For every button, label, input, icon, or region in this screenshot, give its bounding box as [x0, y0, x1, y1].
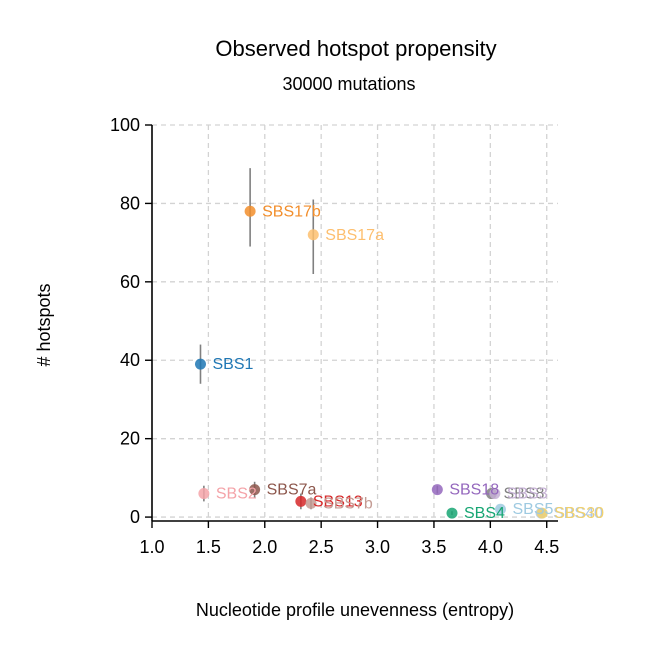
point-label: SBS13 — [313, 493, 363, 510]
y-tick-label: 60 — [120, 272, 140, 292]
y-tick-label: 20 — [120, 429, 140, 449]
x-tick-label: 3.0 — [365, 537, 390, 557]
point-label: SBS4 — [464, 505, 505, 522]
point-label: SBS1 — [212, 356, 253, 373]
y-tick-labels: 0 20 40 60 80 100 — [110, 115, 140, 527]
data-point — [198, 488, 210, 500]
point-label: SBS7a — [267, 482, 317, 499]
x-tick-label: 1.0 — [139, 537, 164, 557]
data-points — [194, 205, 548, 519]
data-point — [295, 495, 307, 507]
y-axis-label: # hotspots — [34, 283, 54, 366]
data-point — [249, 484, 261, 496]
data-point — [489, 488, 501, 500]
x-tick-labels: 1.0 1.5 2.0 2.5 3.0 3.5 4.0 4.5 — [139, 537, 559, 557]
y-tick-label: 40 — [120, 350, 140, 370]
point-label: SBS17b — [262, 203, 321, 220]
point-label: SBS17a — [325, 227, 384, 244]
point-label: SBS18 — [449, 482, 499, 499]
y-tick-label: 80 — [120, 193, 140, 213]
point-label: SBS40 — [553, 505, 603, 522]
x-tick-label: 1.5 — [196, 537, 221, 557]
axes — [145, 124, 558, 528]
point-label: SBS3 — [507, 486, 548, 503]
data-point — [431, 484, 443, 496]
point-label: SBS7b — [323, 495, 373, 512]
point-label: SBS2 — [216, 486, 257, 503]
data-point — [194, 358, 206, 370]
chart-subtitle: 30000 mutations — [282, 74, 415, 94]
data-point — [536, 507, 548, 519]
data-point — [494, 503, 506, 515]
chart-title: Observed hotspot propensity — [215, 36, 496, 61]
data-point — [244, 205, 256, 217]
point-label: SBS5 — [512, 501, 553, 518]
data-point — [305, 497, 317, 509]
x-tick-label: 3.5 — [421, 537, 446, 557]
x-tick-label: 2.5 — [309, 537, 334, 557]
x-axis-label: Nucleotide profile unevenness (entropy) — [196, 600, 514, 620]
x-tick-label: 4.5 — [534, 537, 559, 557]
x-tick-label: 4.0 — [478, 537, 503, 557]
y-tick-label: 0 — [130, 507, 140, 527]
point-label: SBS8 — [503, 486, 544, 503]
data-point — [446, 507, 458, 519]
data-point — [307, 229, 319, 241]
grid-lines — [152, 124, 558, 521]
point-label: SBS30 — [554, 505, 604, 522]
y-tick-label: 100 — [110, 115, 140, 135]
x-tick-label: 2.0 — [252, 537, 277, 557]
